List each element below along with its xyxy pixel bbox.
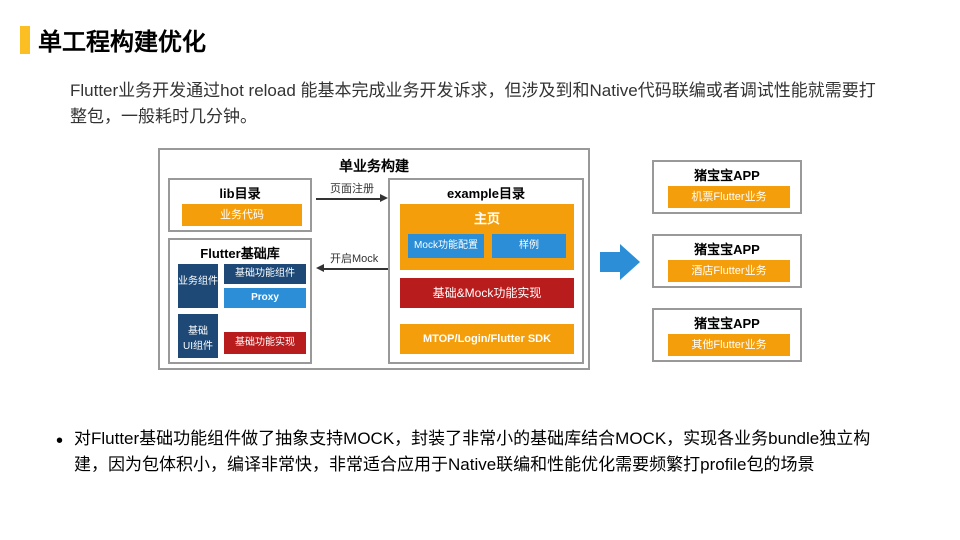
base-mock-impl-block: 基础&Mock功能实现 <box>400 278 574 308</box>
app-title: 猪宝宝APP <box>654 236 800 258</box>
homepage-title: 主页 <box>400 204 574 227</box>
ui-component-block: 基础 UI组件 <box>178 314 218 358</box>
flutter-base-title: Flutter基础库 <box>170 240 310 262</box>
slide-title: 单工程构建优化 <box>20 22 206 57</box>
app-biz-other: 其他Flutter业务 <box>668 334 790 356</box>
sample-block: 样例 <box>492 234 566 258</box>
app-box-other: 猪宝宝APP 其他Flutter业务 <box>652 308 802 362</box>
title-text: 单工程构建优化 <box>38 22 206 57</box>
app-box-flight: 猪宝宝APP 机票Flutter业务 <box>652 160 802 214</box>
title-accent-bar <box>20 26 30 54</box>
business-component-block: 业务组件 <box>178 264 218 308</box>
base-impl-block: 基础功能实现 <box>224 332 306 354</box>
app-title: 猪宝宝APP <box>654 310 800 332</box>
base-func-component-block: 基础功能组件 <box>224 264 306 284</box>
bullet-paragraph: 对Flutter基础功能组件做了抽象支持MOCK，封装了非常小的基础库结合MOC… <box>74 426 884 477</box>
app-biz-hotel: 酒店Flutter业务 <box>668 260 790 282</box>
page-register-label: 页面注册 <box>330 180 374 196</box>
mock-config-block: Mock功能配置 <box>408 234 484 258</box>
mtop-sdk-block: MTOP/Login/Flutter SDK <box>400 324 574 354</box>
app-title: 猪宝宝APP <box>654 162 800 184</box>
single-build-container: 单业务构建 lib目录 业务代码 Flutter基础库 业务组件 基础功能组件 … <box>158 148 590 370</box>
enable-mock-label: 开启Mock <box>330 250 378 266</box>
arrow-enable-mock <box>324 268 388 270</box>
business-code-block: 业务代码 <box>182 204 302 226</box>
arrow-page-register <box>316 198 380 200</box>
example-title: example目录 <box>390 180 582 202</box>
app-biz-flight: 机票Flutter业务 <box>668 186 790 208</box>
lib-directory-box: lib目录 业务代码 <box>168 178 312 232</box>
arrow-head-right-icon <box>380 194 388 202</box>
proxy-block: Proxy <box>224 288 306 308</box>
architecture-diagram: 单业务构建 lib目录 业务代码 Flutter基础库 业务组件 基础功能组件 … <box>158 148 818 378</box>
flutter-base-box: Flutter基础库 业务组件 基础功能组件 Proxy 基础 UI组件 基础功… <box>168 238 312 364</box>
homepage-block: 主页 Mock功能配置 样例 <box>400 204 574 270</box>
intro-paragraph: Flutter业务开发通过hot reload 能基本完成业务开发诉求，但涉及到… <box>70 78 890 129</box>
app-box-hotel: 猪宝宝APP 酒店Flutter业务 <box>652 234 802 288</box>
arrow-head-left-icon <box>316 264 324 272</box>
lib-title: lib目录 <box>170 180 310 202</box>
example-directory-box: example目录 主页 Mock功能配置 样例 基础&Mock功能实现 MTO… <box>388 178 584 364</box>
outer-label: 单业务构建 <box>160 156 588 176</box>
